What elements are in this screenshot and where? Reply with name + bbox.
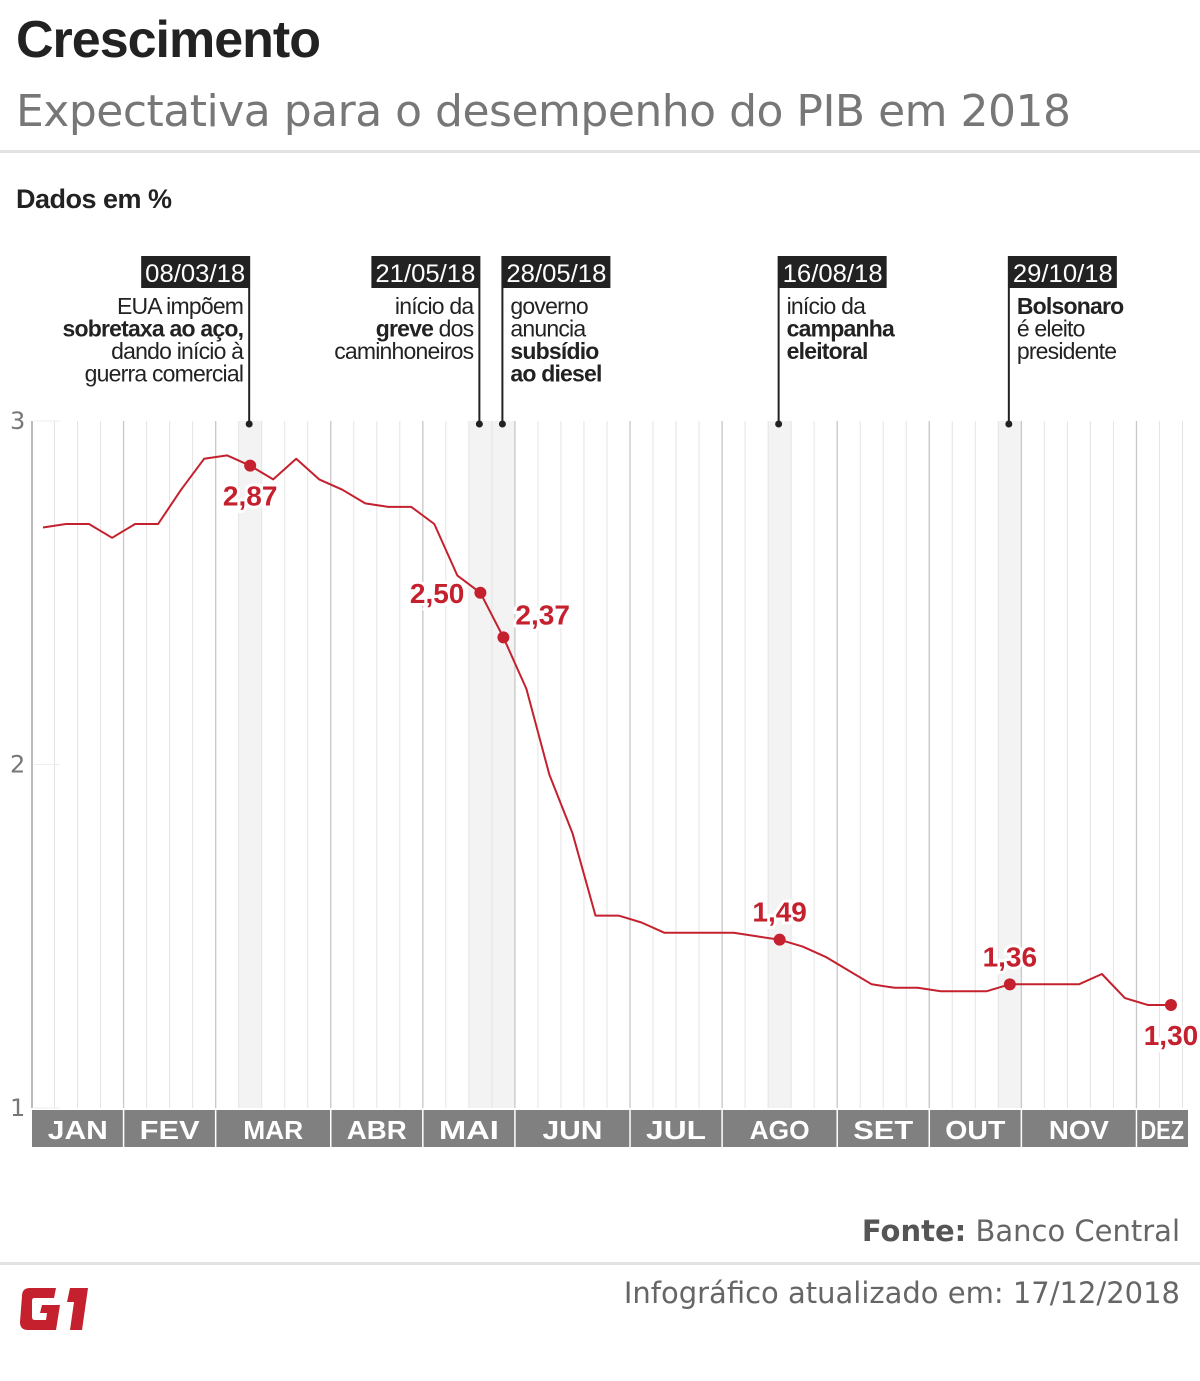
- source-label: Fonte:: [861, 1214, 967, 1248]
- annotation-date-box: [778, 256, 887, 288]
- annotation-text-bold: greve: [376, 316, 433, 342]
- month-label: ABR: [347, 1115, 407, 1145]
- month-label: AGO: [750, 1115, 810, 1145]
- annotation-text-line: caminhoneiros: [334, 338, 473, 364]
- annotation-text-line: campanha: [787, 316, 895, 342]
- annotation-text-line: é eleito: [1017, 316, 1085, 342]
- annotation-date-box: [371, 256, 480, 288]
- annotation-text-line: ao diesel: [510, 361, 601, 387]
- month-axis-bar: [32, 1110, 1188, 1147]
- annotation-text-line: início da: [787, 293, 866, 319]
- highlighted-point: [244, 459, 257, 472]
- annotation-text-line: sobretaxa ao aço,: [62, 316, 243, 342]
- month-label: JUL: [646, 1115, 706, 1145]
- highlight-column: [768, 421, 792, 1108]
- annotation-text: dos: [433, 316, 474, 342]
- data-label: 1,36: [983, 941, 1038, 972]
- annotation-date-box: [502, 256, 611, 288]
- month-label: JAN: [48, 1115, 108, 1145]
- annotation-text-line: Bolsonaro: [1017, 293, 1124, 319]
- highlighted-point: [474, 586, 487, 599]
- annotation-text-line: governo: [510, 293, 588, 319]
- annotation-text: é eleito: [1017, 316, 1085, 342]
- y-tick-label: 3: [10, 407, 25, 435]
- annotation-text-bold: ao diesel: [510, 361, 601, 387]
- month-label: NOV: [1049, 1115, 1110, 1145]
- annotation-text-line: guerra comercial: [85, 361, 244, 387]
- annotation-text: guerra comercial: [85, 361, 244, 387]
- annotation-dot: [245, 420, 253, 428]
- highlighted-point: [1164, 998, 1177, 1011]
- g1-logo: [20, 1288, 88, 1330]
- data-label: 1,30: [1144, 1020, 1199, 1051]
- annotation-text: caminhoneiros: [334, 338, 473, 364]
- y-tick-label: 2: [10, 751, 25, 779]
- source-note: Fonte: Banco Central: [862, 1214, 1180, 1248]
- annotation-date: 29/10/18: [1013, 260, 1113, 288]
- data-label: 2,50: [410, 578, 465, 609]
- month-label: FEV: [140, 1115, 201, 1145]
- series-line: [42, 454, 1171, 1006]
- annotation-date: 08/03/18: [145, 260, 245, 288]
- annotation-text-line: eleitoral: [787, 338, 868, 364]
- highlighted-point: [1003, 978, 1016, 991]
- data-label: 2,87: [223, 481, 278, 512]
- annotation-text-line: anuncia: [510, 316, 586, 342]
- highlight-column: [468, 421, 492, 1108]
- annotation-text-bold: subsídio: [510, 338, 599, 364]
- annotation-date-box: [141, 256, 250, 288]
- annotation-text-line: dando início à: [111, 338, 244, 364]
- annotation-text-line: greve dos: [376, 316, 474, 342]
- annotation-text-bold: sobretaxa ao aço,: [62, 316, 243, 342]
- highlight-column: [998, 421, 1022, 1108]
- annotation-date-box: [1008, 256, 1117, 288]
- annotation-date: 16/08/18: [783, 260, 883, 288]
- annotation-text: início da: [787, 293, 866, 319]
- annotation-dot: [498, 420, 506, 428]
- annotation-dot: [475, 420, 483, 428]
- source-value: Banco Central: [975, 1214, 1180, 1248]
- annotation-dot: [775, 420, 783, 428]
- highlighted-point: [773, 933, 786, 946]
- month-label: MAR: [243, 1115, 303, 1145]
- annotation-text: início da: [395, 293, 474, 319]
- month-label: JUN: [542, 1115, 602, 1145]
- annotation-date: 21/05/18: [375, 260, 475, 288]
- header-divider: [0, 150, 1200, 153]
- highlight-column: [238, 421, 262, 1108]
- unit-label: Dados em %: [16, 184, 172, 214]
- annotation-text: EUA impõem: [117, 293, 243, 319]
- annotation-text: dando início à: [111, 338, 244, 364]
- annotation-text-bold: campanha: [787, 316, 895, 342]
- annotation-text: presidente: [1017, 338, 1116, 364]
- annotation-text-bold: eleitoral: [787, 338, 868, 364]
- annotation-text-line: subsídio: [510, 338, 599, 364]
- line-chart: JAN FEV MAR ABR MAI JUN JUL AGO SET OUT NOV DEZ 1 2 3 0…: [10, 256, 1200, 1147]
- y-tick-label: 1: [10, 1094, 25, 1122]
- chart-title: Crescimento: [16, 11, 321, 69]
- month-label: DEZ: [1140, 1115, 1184, 1145]
- annotation-text-bold: Bolsonaro: [1017, 293, 1124, 319]
- footer-divider: [0, 1262, 1200, 1265]
- annotation-text-line: presidente: [1017, 338, 1116, 364]
- highlighted-point: [497, 631, 510, 644]
- annotation-text-line: EUA impõem: [117, 293, 243, 319]
- annotation-text: anuncia: [510, 316, 586, 342]
- annotation-text-line: início da: [395, 293, 474, 319]
- annotation-dot: [1005, 420, 1013, 428]
- month-label: OUT: [945, 1115, 1005, 1145]
- data-label: 2,37: [515, 599, 570, 630]
- annotation-date: 28/05/18: [506, 260, 606, 288]
- month-label: MAI: [439, 1115, 499, 1145]
- annotation-text: governo: [510, 293, 588, 319]
- highlight-column: [491, 421, 515, 1108]
- updated-date: Infográfico atualizado em: 17/12/2018: [623, 1276, 1180, 1310]
- chart-subtitle: Expectativa para o desempenho do PIB em …: [16, 86, 1071, 137]
- month-label: SET: [853, 1115, 913, 1145]
- data-label: 1,49: [752, 897, 807, 928]
